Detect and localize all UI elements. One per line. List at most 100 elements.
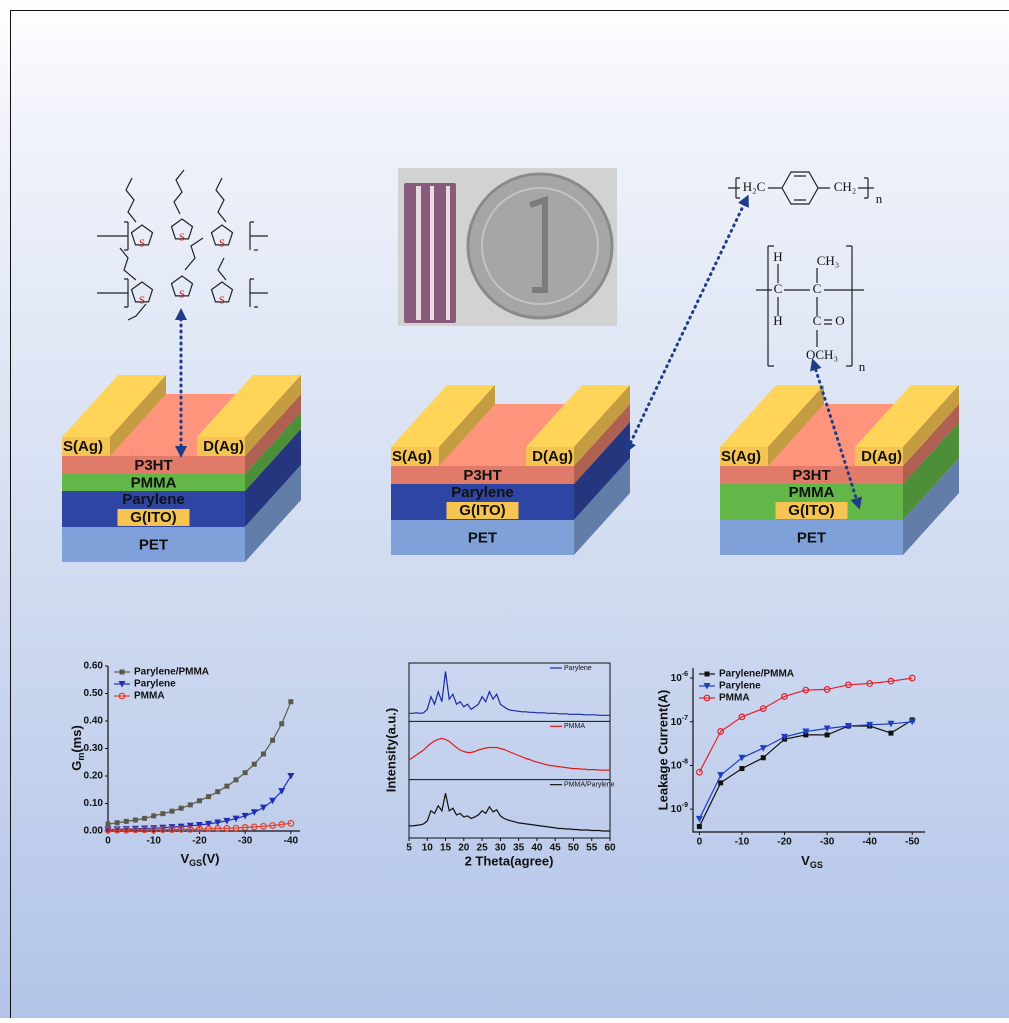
data-point [170,809,175,814]
legend-label: Parylene/PMMA [719,669,794,680]
y-axis-label: Intensity(a.u.) [383,708,398,793]
sulfur-label: S [139,238,145,250]
data-point [697,824,702,829]
x-tick-label: -10 [146,836,161,847]
layer-label: PET [139,536,168,553]
x-tick-label: 20 [458,843,470,854]
x-tick-label: 0 [105,836,111,847]
data-point [188,802,193,807]
chem-label: OCH₃ [806,347,838,362]
chem-label: C [774,281,783,296]
x-tick-label: -30 [238,836,253,847]
label-sub: GS [189,858,202,868]
data-point [288,699,293,704]
y-tick-label: 0.50 [84,688,104,699]
chem-label: H [773,313,782,328]
drain-label: D(Ag) [203,438,244,455]
data-point [888,731,893,736]
sulfur-label: S [139,295,145,307]
data-point [160,811,165,816]
x-tick-label: 50 [568,843,580,854]
label-main: V [180,851,189,866]
x-tick-label: 40 [531,843,543,854]
y-tick-label: 0.60 [84,661,104,672]
tick-exp: -6 [682,671,688,678]
y-tick-label: 0.30 [84,743,104,754]
tick-base: 10 [671,760,683,771]
x-tick-label: 15 [440,843,452,854]
chem-label: CH₃ [817,253,840,268]
legend-label: PMMA/Parylene [564,782,615,789]
layer-label: Parylene [451,484,514,501]
legend-label: Parylene [719,681,761,692]
data-point [243,770,248,775]
legend-label: Parylene/PMMA [134,667,209,678]
data-point [234,777,239,782]
gate-label: G(ITO) [788,502,834,519]
label-main: V [801,853,810,868]
x-tick-label: -30 [820,837,835,848]
data-point [142,816,147,821]
tick-exp: -7 [682,715,688,722]
legend-marker [705,672,710,677]
x-tick-label: 30 [495,843,507,854]
gate-label: G(ITO) [130,509,176,526]
chem-label: O [835,313,844,328]
label-sub: GS [810,860,823,870]
sulfur-label: S [179,232,185,244]
tick-base: 10 [671,804,683,815]
x-tick-label: -40 [284,836,299,847]
x-tick-label: 25 [477,843,489,854]
data-point [279,721,284,726]
data-point [151,813,156,818]
y-tick-label: 0.10 [84,798,104,809]
tick-base: 10 [671,716,683,727]
x-tick-label: -20 [192,836,207,847]
layer-label: PET [468,529,497,546]
label-unit: (V) [202,851,219,866]
data-point [761,755,766,760]
tick-base: 10 [671,673,683,684]
gate-label: G(ITO) [459,502,505,519]
layer-label: P3HT [792,467,830,484]
drain-label: D(Ag) [532,448,573,465]
sulfur-label: S [219,295,225,307]
data-point [270,738,275,743]
data-point [739,766,744,771]
source-label: S(Ag) [392,448,432,465]
x-tick-label: -10 [735,837,750,848]
data-point [825,732,830,737]
device-photo [398,168,617,326]
data-point [179,806,184,811]
data-point [718,780,723,785]
chem-label: H₂C [743,179,766,194]
x-tick-label: 0 [697,837,703,848]
legend-label: PMMA [564,723,585,730]
x-tick-label: -40 [862,837,877,848]
data-point [124,819,129,824]
source-label: S(Ag) [721,448,761,465]
x-axis-label: 2 Theta(agree) [465,853,554,868]
chem-label: n [859,359,866,374]
x-tick-label: -20 [777,837,792,848]
label-sub: m [76,753,86,761]
data-point [106,822,111,827]
source-label: S(Ag) [63,438,103,455]
data-point [197,798,202,803]
y-axis-label: Leakage Current(A) [655,690,670,811]
y-tick-label: 0.00 [84,826,104,837]
legend-label: Parylene [564,665,592,672]
data-point [252,762,257,767]
chem-label: CH₂ [834,179,857,194]
x-tick-label: 35 [513,843,525,854]
data-point [261,752,266,757]
layer-label: P3HT [134,457,172,474]
x-tick-label: 45 [550,843,562,854]
label-main: G [69,761,84,771]
layer-label: PMMA [789,484,835,501]
data-point [133,818,138,823]
y-axis-label: Gm(ms) [69,725,86,771]
x-tick-label: -50 [905,837,920,848]
legend-label: PMMA [134,691,165,702]
chem-label: H [773,249,782,264]
